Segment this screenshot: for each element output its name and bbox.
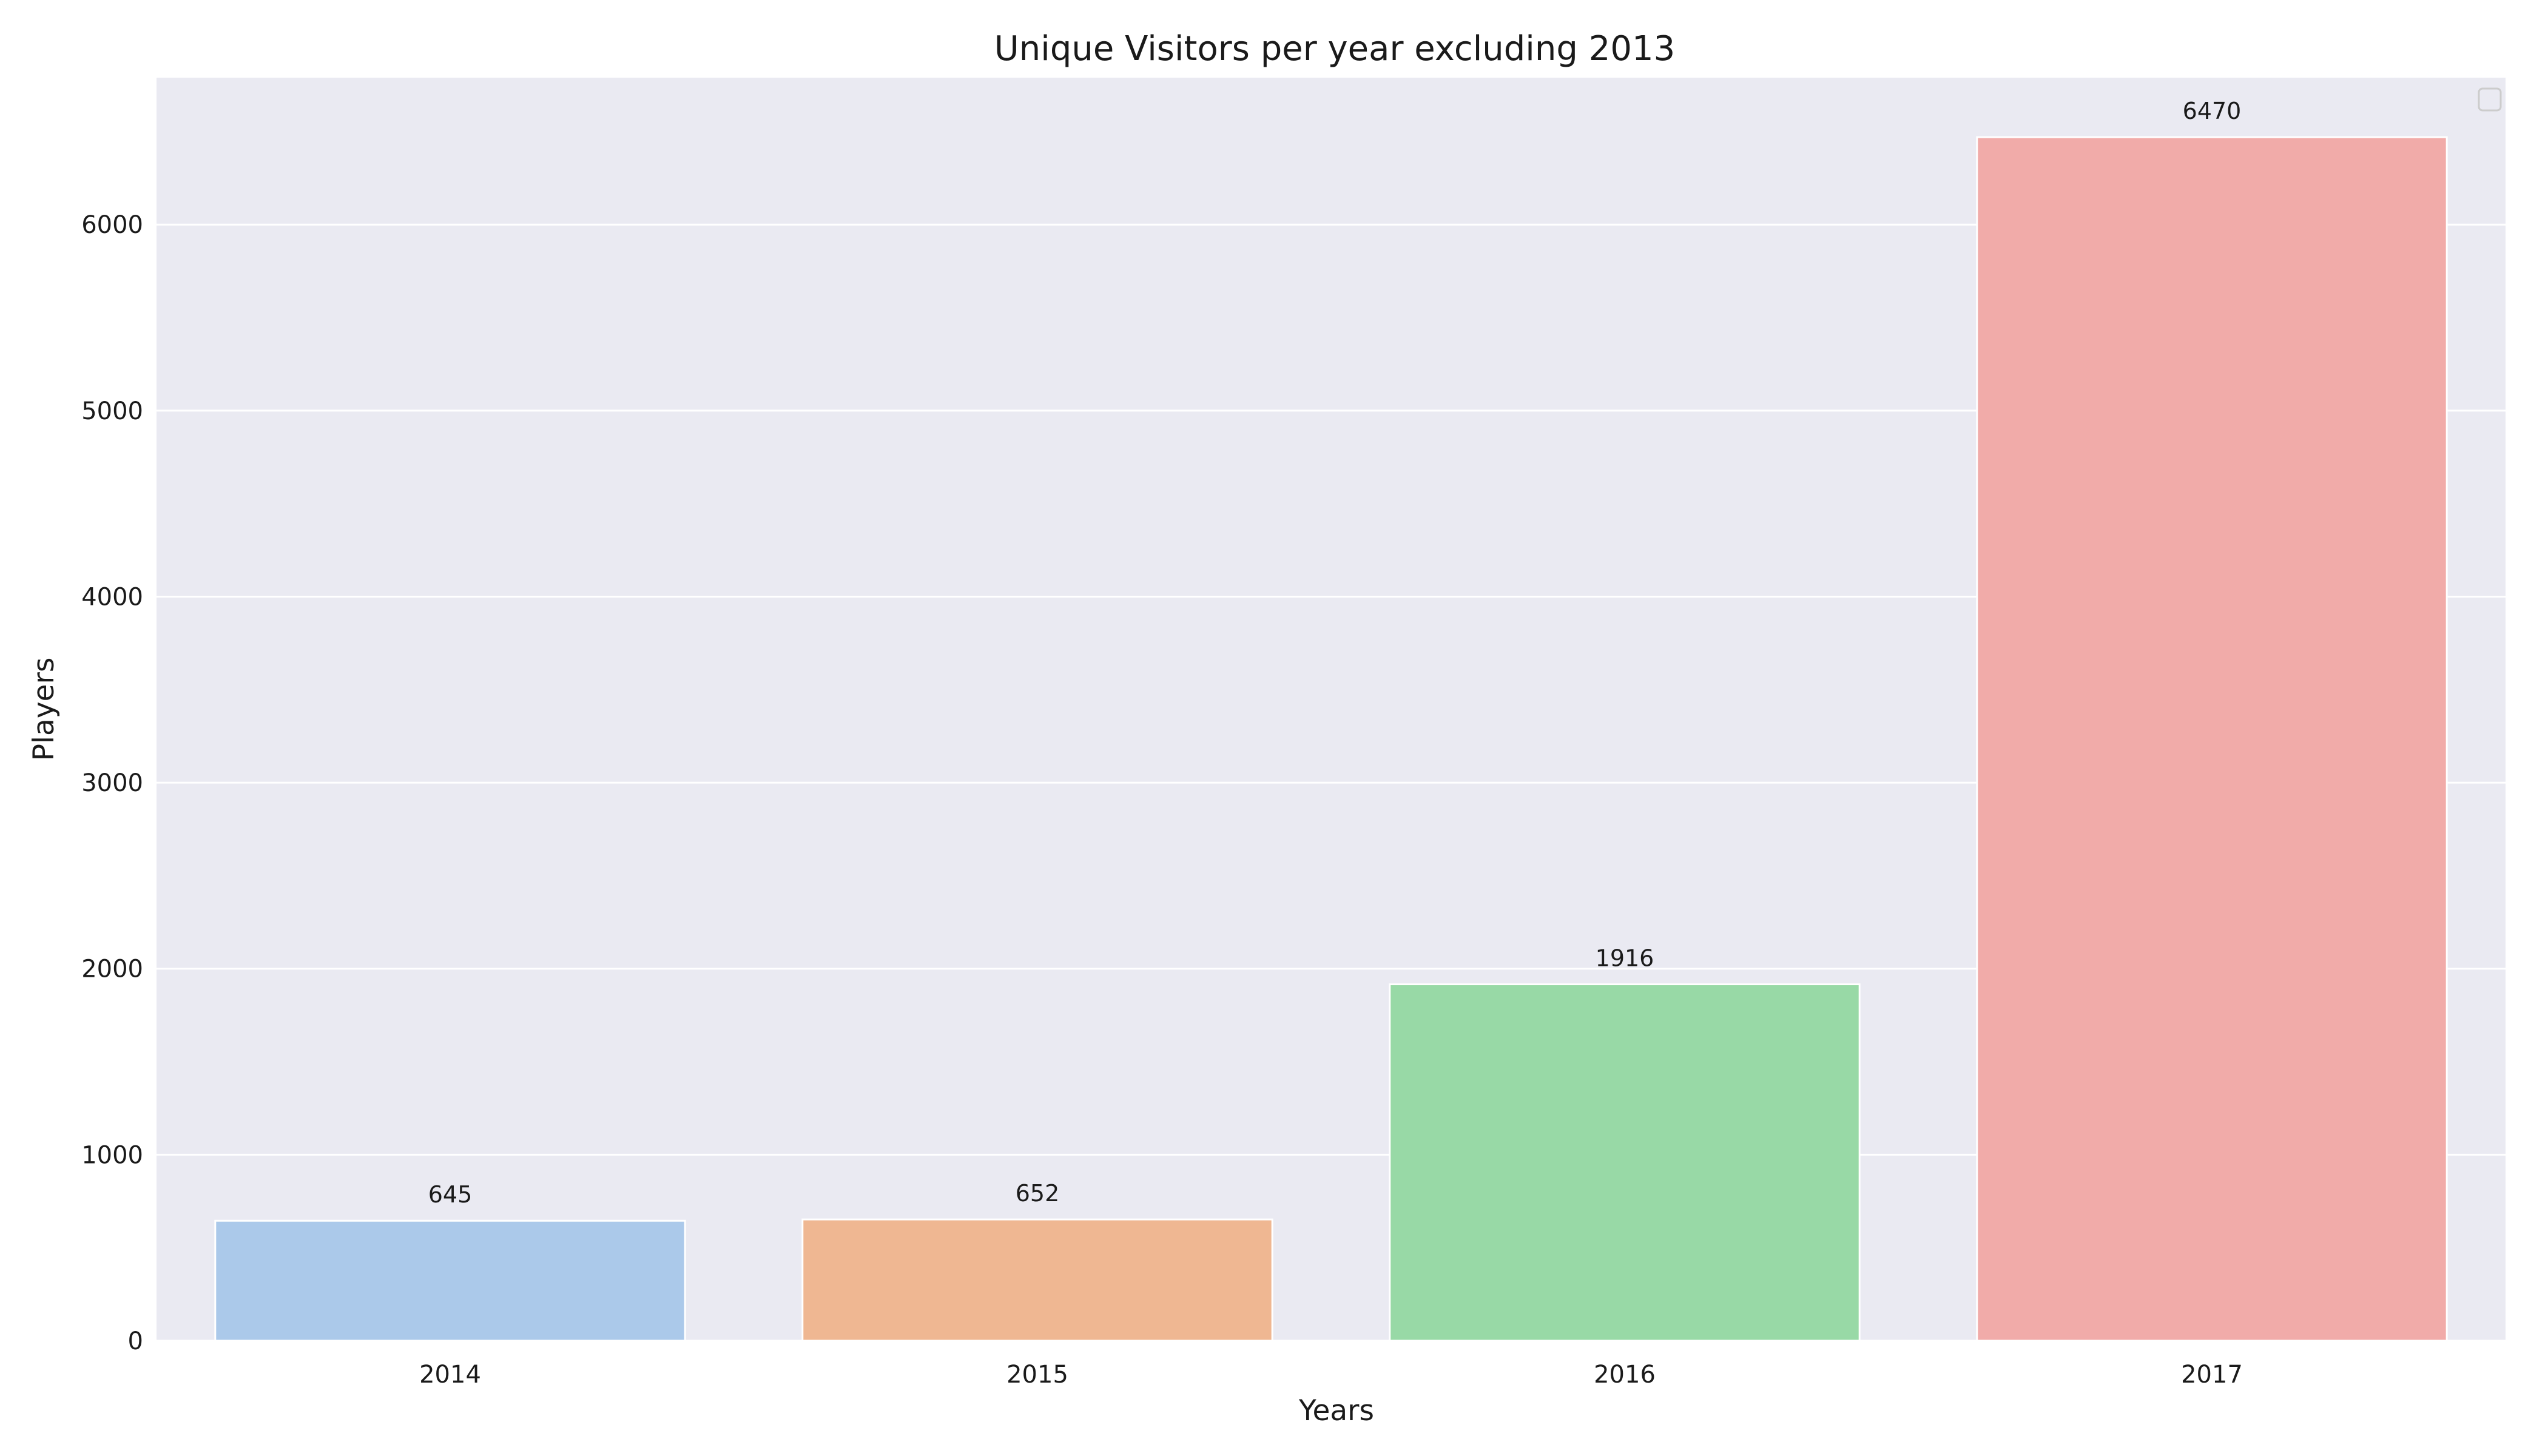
bar-value-label-2014: 645: [428, 1181, 473, 1208]
y-axis-label: Players: [27, 658, 61, 761]
legend-box: [2478, 87, 2502, 112]
x-axis-ticks: 2014 2015 2016 2017: [419, 1361, 2243, 1389]
x-tick-label: 2016: [1594, 1361, 1656, 1389]
bar-2015: [801, 1218, 1273, 1342]
bar-2017: [1976, 136, 2448, 1342]
bars: [214, 136, 2448, 1342]
x-tick-label: 2015: [1006, 1361, 1068, 1389]
y-tick-label: 0: [128, 1327, 143, 1355]
y-tick-label: 3000: [81, 769, 143, 797]
x-tick-label: 2014: [419, 1361, 481, 1389]
y-tick-label: 2000: [81, 956, 143, 983]
y-axis-ticks: 0 1000 2000 3000 4000 5000 6000: [81, 211, 143, 1355]
y-tick-label: 6000: [81, 211, 143, 239]
y-tick-label: 1000: [81, 1141, 143, 1169]
data-labels: 645 652 1916 6470: [428, 98, 2242, 1208]
bar-value-label-2016: 1916: [1596, 945, 1654, 972]
x-axis-label: Years: [1298, 1394, 1374, 1427]
bar-2014: [214, 1219, 686, 1342]
y-tick-label: 4000: [81, 583, 143, 611]
chart-title: Unique Visitors per year excluding 2013: [994, 29, 1675, 69]
bar-2016: [1389, 983, 1861, 1342]
y-tick-label: 5000: [81, 397, 143, 425]
bar-value-label-2015: 652: [1016, 1180, 1060, 1207]
bar-value-label-2017: 6470: [2183, 98, 2242, 124]
x-tick-label: 2017: [2181, 1361, 2243, 1389]
